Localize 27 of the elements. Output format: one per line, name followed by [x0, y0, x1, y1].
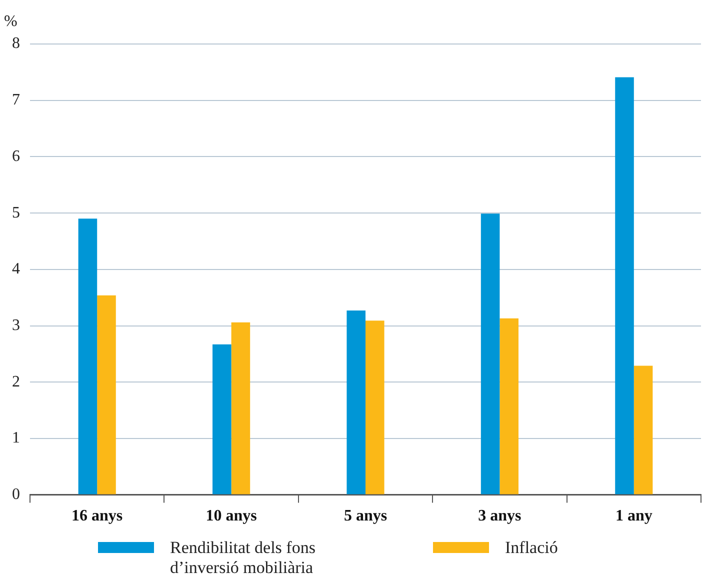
y-tick-label: 5 — [12, 204, 20, 222]
y-tick-label: 3 — [12, 316, 20, 334]
x-tick-label: 10 anys — [206, 508, 257, 525]
y-axis-title: % — [4, 13, 18, 30]
bar — [212, 344, 232, 494]
x-tick-label: 5 anys — [344, 508, 388, 525]
legend-label: Inflació — [505, 538, 558, 558]
bar — [634, 366, 653, 494]
y-tick-label: 7 — [12, 92, 20, 109]
bar — [231, 322, 250, 494]
bar — [500, 318, 518, 494]
y-tick-label: 2 — [12, 373, 20, 390]
bar — [346, 310, 366, 494]
y-tick-label: 1 — [12, 430, 20, 447]
bar — [97, 295, 116, 494]
bar — [366, 320, 384, 494]
y-tick-label: 0 — [12, 486, 20, 504]
bar — [78, 218, 98, 494]
bar — [480, 214, 500, 494]
y-tick-label: 6 — [12, 148, 20, 165]
y-tick-label: 8 — [12, 35, 20, 52]
legend-label: Rendibilitat dels fons d’inversió mobiliària — [170, 538, 316, 578]
x-tick-label: 1 any — [615, 508, 652, 525]
x-tick-label: 16 anys — [72, 508, 123, 525]
x-tick-label: 3 anys — [478, 508, 522, 525]
y-tick-label: 4 — [12, 260, 20, 278]
bar — [615, 77, 634, 494]
